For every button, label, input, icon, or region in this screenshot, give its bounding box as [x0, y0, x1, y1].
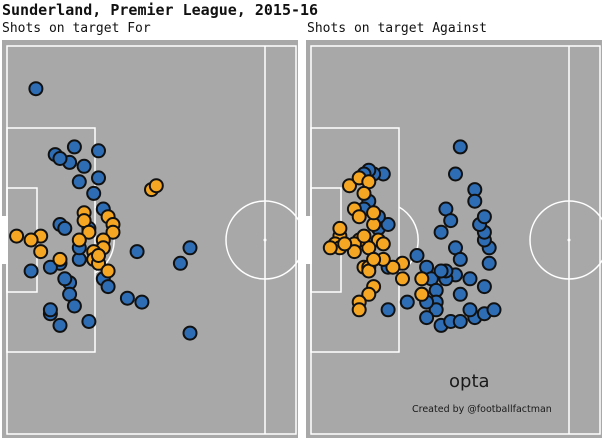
shot-point — [467, 193, 483, 209]
series-0 — [23, 81, 198, 341]
goal — [306, 216, 312, 264]
credit-text: Created by @footballfactman — [412, 404, 552, 415]
shot-point — [448, 166, 463, 182]
shot-point — [105, 224, 121, 240]
shots-layer — [322, 139, 502, 333]
shot-point — [57, 220, 73, 236]
shot-point — [356, 185, 372, 201]
shot-point — [346, 244, 362, 260]
shot-point — [452, 251, 468, 267]
shot-point — [172, 255, 188, 271]
chart-title: Sunderland, Premier League, 2015-16 — [2, 1, 319, 19]
centre-circle — [225, 200, 298, 280]
pitch-for — [2, 40, 298, 438]
pitch-against: opta Created by @footballfactman — [306, 40, 602, 438]
subtitle-against: Shots on target Against — [307, 21, 488, 36]
shot-point — [119, 290, 135, 306]
centre-circle — [529, 200, 602, 280]
shot-point — [476, 209, 492, 225]
centre-spot — [567, 238, 571, 242]
shot-point — [462, 302, 478, 318]
shot-point — [322, 240, 338, 256]
shot-point — [57, 271, 73, 287]
shot-point — [443, 213, 459, 229]
shot-point — [91, 170, 106, 186]
shot-point — [182, 240, 198, 256]
shot-point — [342, 178, 357, 194]
shot-point — [91, 143, 106, 159]
shot-point — [366, 205, 382, 221]
subtitle-for: Shots on target For — [2, 21, 151, 36]
shot-point — [481, 255, 497, 271]
shot-point — [76, 158, 92, 174]
goal — [2, 216, 8, 264]
shot-point — [414, 271, 430, 287]
pitch-markings — [2, 40, 298, 438]
shot-point — [452, 139, 468, 155]
shot-point — [42, 302, 58, 318]
opta-logo: opta — [449, 371, 490, 392]
shot-point — [433, 263, 449, 279]
series-1 — [322, 170, 430, 318]
shot-point — [28, 81, 44, 97]
shot-point — [452, 286, 468, 302]
shots-layer — [9, 81, 198, 341]
centre-spot — [263, 238, 267, 242]
shot-point — [100, 279, 116, 295]
shot-point — [462, 271, 478, 287]
shot-point — [71, 232, 87, 248]
shot-point — [91, 248, 106, 263]
shot-point — [52, 251, 68, 267]
shot-point — [66, 139, 82, 155]
shot-point — [33, 244, 49, 260]
opta-logo-text: opta — [449, 371, 490, 392]
shot-point — [409, 248, 425, 263]
shot-point — [332, 220, 348, 236]
shot-point — [433, 224, 449, 240]
shot-point — [419, 310, 435, 326]
shot-point — [399, 294, 415, 310]
shot-point — [351, 302, 367, 318]
shot-point — [452, 314, 468, 329]
shot-point — [476, 279, 492, 295]
shot-point — [375, 236, 391, 252]
shot-point — [52, 317, 68, 333]
shot-point — [23, 232, 39, 248]
shot-point — [395, 271, 410, 287]
shot-point — [337, 236, 353, 252]
shot-point — [81, 224, 97, 240]
shot-point — [351, 209, 367, 225]
series-1 — [9, 178, 164, 279]
shot-point — [86, 185, 102, 201]
series-0 — [356, 139, 502, 333]
shot-point — [9, 228, 25, 244]
shot-point — [182, 325, 198, 341]
shot-point — [380, 217, 396, 232]
shot-point — [52, 151, 68, 166]
shot-point — [361, 286, 377, 302]
shot-point — [486, 302, 502, 318]
shot-point — [380, 302, 396, 318]
shot-point — [42, 259, 58, 275]
shot-point — [148, 178, 164, 194]
pitch-surface — [2, 40, 298, 438]
shot-point — [100, 263, 116, 279]
shot-point — [356, 228, 372, 244]
shot-point — [366, 251, 382, 267]
shot-point — [134, 294, 150, 310]
shot-point — [66, 298, 82, 314]
shot-point — [81, 314, 97, 329]
shot-point — [385, 259, 401, 275]
shot-point — [71, 174, 87, 190]
shot-point — [129, 244, 145, 260]
shot-point — [414, 286, 430, 302]
shot-point — [23, 263, 39, 279]
shot-point — [428, 302, 444, 318]
